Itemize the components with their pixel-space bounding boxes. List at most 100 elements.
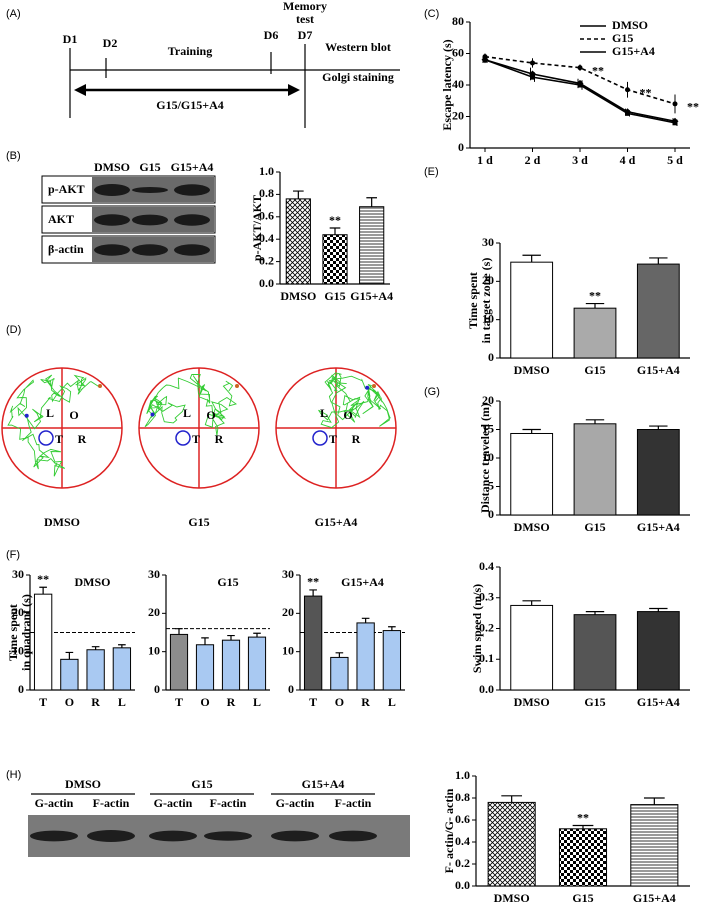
quadrant-label: O xyxy=(343,408,352,422)
panel-label: (D) xyxy=(6,324,21,336)
x-tick-label: 1 d xyxy=(477,153,493,167)
x-tick-label: T xyxy=(39,695,47,709)
bar xyxy=(195,644,215,691)
legend-label: DMSO xyxy=(612,18,648,32)
marker xyxy=(672,120,678,126)
x-tick-label: T xyxy=(175,695,183,709)
quadrant-label: L xyxy=(46,406,54,420)
y-tick-label: 20 xyxy=(482,273,494,287)
bar xyxy=(169,633,189,691)
platform xyxy=(312,430,328,446)
day-label: D7 xyxy=(298,28,313,42)
band xyxy=(174,244,210,256)
bar xyxy=(359,206,385,285)
y-tick-label: 0.4 xyxy=(455,834,470,848)
y-tick-label: 0.0 xyxy=(479,682,494,696)
annotation: ** xyxy=(37,572,49,586)
error-bar xyxy=(649,607,668,612)
y-tick-label: 1.0 xyxy=(259,164,274,178)
band xyxy=(30,830,78,842)
blot-b: (B) DMSO G15 G15+A4 p-AKT AKT β-actin xyxy=(6,150,216,264)
y-axis-label: F- actin/G- actin xyxy=(442,788,456,873)
y-tick-label: 0 xyxy=(288,682,294,696)
error-bar xyxy=(39,586,47,595)
chart-title: G15 xyxy=(217,575,238,589)
y-axis-label: Distance traveled (m) xyxy=(478,403,492,513)
error-bar xyxy=(522,600,541,606)
error-bar xyxy=(361,617,370,623)
annotation: ** xyxy=(589,288,601,302)
x-tick-label: G15+A4 xyxy=(633,891,676,905)
y-tick-label: 0.0 xyxy=(259,276,274,290)
start-point xyxy=(372,384,376,388)
bar xyxy=(322,234,348,285)
y-tick-label: 20 xyxy=(482,393,494,407)
y-tick-label: 1.0 xyxy=(455,768,470,782)
panel-label: (C) xyxy=(424,8,439,20)
quadrant-label: T xyxy=(55,432,63,446)
y-tick-label: 80 xyxy=(452,14,464,28)
quadrant-label: T xyxy=(192,432,200,446)
y-tick-label: 10 xyxy=(482,450,494,464)
lane-label: DMSO xyxy=(94,160,130,174)
panel-label: (H) xyxy=(6,769,21,781)
panel-label: (E) xyxy=(424,166,439,178)
day-label: D6 xyxy=(264,28,279,42)
error-bar xyxy=(175,628,183,635)
y-tick-label: 10 xyxy=(12,643,24,657)
y-tick-label: 20 xyxy=(12,605,24,619)
y-tick-label: 0.2 xyxy=(479,620,494,634)
platform xyxy=(38,430,54,446)
error-bar xyxy=(585,302,605,309)
y-tick-label: 20 xyxy=(282,605,294,619)
y-axis-label: in target zone (s) xyxy=(479,258,493,344)
row-label: p-AKT xyxy=(48,182,85,196)
bar xyxy=(630,804,679,887)
bar xyxy=(573,307,617,359)
error-bar xyxy=(572,824,594,829)
bar xyxy=(573,614,617,691)
x-tick-label: DMSO xyxy=(494,891,530,905)
x-tick-label: L xyxy=(253,695,261,709)
annotation: ** xyxy=(687,100,699,114)
chart-title: G15+A4 xyxy=(341,575,384,589)
start-point xyxy=(235,384,239,388)
y-tick-label: 0 xyxy=(458,140,464,154)
error-bar xyxy=(91,646,100,650)
arena-caption: G15 xyxy=(188,515,209,529)
marker xyxy=(625,87,630,93)
x-tick-label: R xyxy=(91,695,100,709)
legend-label: G15+A4 xyxy=(612,44,655,58)
y-tick-label: 30 xyxy=(282,567,294,581)
x-tick-label: G15 xyxy=(572,891,593,905)
y-tick-label: 30 xyxy=(12,567,24,581)
x-tick-label: T xyxy=(309,695,317,709)
bar xyxy=(636,429,680,516)
y-tick-label: 5 xyxy=(488,478,494,492)
error-bar xyxy=(522,428,541,434)
row-label: AKT xyxy=(48,212,74,226)
arena-caption: DMSO xyxy=(44,515,80,529)
band xyxy=(94,214,130,226)
bar xyxy=(285,198,311,285)
error-bar xyxy=(649,425,668,430)
y-tick-label: 0 xyxy=(488,350,494,364)
y-tick-label: 0.0 xyxy=(455,878,470,892)
error-bar xyxy=(118,644,126,648)
bar xyxy=(636,611,680,691)
annotation: ** xyxy=(577,810,589,824)
error-bar xyxy=(501,795,523,803)
day-label: D2 xyxy=(103,36,118,50)
y-tick-label: 30 xyxy=(148,567,160,581)
end-point xyxy=(150,412,155,417)
y-tick-label: 10 xyxy=(148,643,160,657)
quadrant-label: O xyxy=(69,408,78,422)
end-point xyxy=(365,385,370,390)
marker xyxy=(672,101,678,107)
x-tick-label: DMSO xyxy=(514,363,550,377)
y-tick-label: 0 xyxy=(488,507,494,521)
x-tick-label: G15+A4 xyxy=(637,520,680,534)
annotation: ** xyxy=(307,575,319,589)
y-tick-label: 20 xyxy=(452,108,464,122)
bar xyxy=(573,423,617,516)
